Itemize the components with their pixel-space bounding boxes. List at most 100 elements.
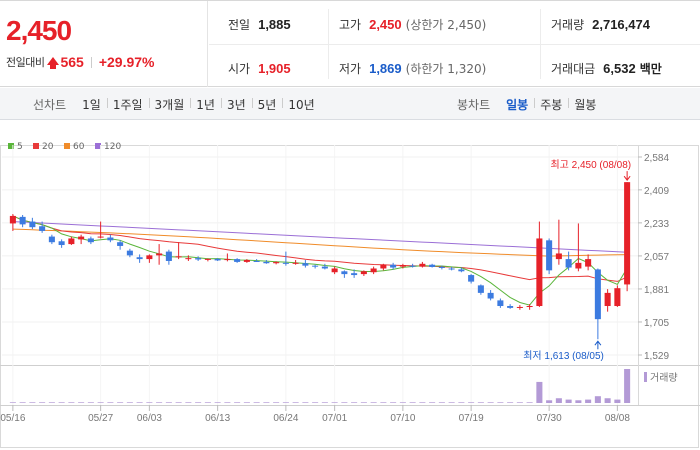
candle-body	[165, 251, 172, 261]
y-tick-label: 2,584	[644, 153, 669, 164]
x-tick-label: 07/19	[459, 413, 484, 424]
candle-body	[468, 275, 475, 282]
candle-body	[497, 300, 504, 307]
chart-frame	[0, 145, 699, 448]
trade-value-value: 6,532	[603, 61, 636, 76]
period-1y[interactable]: 1년	[190, 96, 221, 113]
y-tick-label: 2,233	[644, 219, 669, 230]
candle-body	[516, 306, 523, 308]
volume-bar	[438, 402, 445, 403]
volume-bar	[165, 402, 172, 403]
up-arrow-icon	[47, 57, 60, 69]
candle-body	[195, 258, 202, 260]
x-tick-label: 07/30	[537, 413, 562, 424]
volume-bar	[390, 402, 397, 403]
trade-value: 거래대금 6,532 백만	[551, 60, 662, 77]
current-price: 2,450	[6, 15, 72, 46]
volume-bar	[58, 402, 65, 403]
candle-body	[351, 273, 358, 276]
y-tick-label: 1,705	[644, 318, 669, 329]
candle-body	[243, 260, 250, 262]
volume-label: 거래량	[650, 372, 678, 384]
prev-close-label: 전일	[228, 18, 251, 32]
x-tick-label: 06/24	[273, 413, 298, 424]
divider	[90, 56, 92, 68]
candle-body	[487, 292, 494, 299]
ma5-line	[12, 215, 628, 306]
volume-bar	[321, 402, 328, 403]
volume-bar	[29, 402, 36, 403]
x-tick-label: 07/10	[390, 413, 415, 424]
candle-body	[19, 216, 26, 225]
volume-bar	[243, 402, 250, 403]
candle-monthly[interactable]: 월봉	[568, 96, 602, 113]
volume-bar	[156, 402, 163, 403]
open-price: 시가 1,905	[228, 60, 291, 77]
volume-bar	[19, 402, 26, 403]
volume-bar	[487, 402, 494, 403]
candle-body	[507, 306, 514, 308]
volume-bar	[516, 402, 523, 403]
candle-body	[594, 269, 601, 320]
volume-bar	[292, 402, 299, 403]
candle-daily[interactable]: 일봉	[506, 97, 529, 112]
candle-body	[312, 265, 319, 267]
volume-bar	[282, 402, 289, 403]
candle-weekly[interactable]: 주봉	[534, 96, 568, 113]
candle-body	[438, 266, 445, 268]
legend-swatch	[8, 143, 14, 149]
volume-bar	[507, 402, 514, 403]
high-label: 고가	[339, 18, 362, 32]
volume-bar	[195, 402, 202, 403]
candle-body	[58, 241, 65, 246]
volume-bar	[399, 402, 406, 403]
volume-bar	[477, 402, 484, 403]
volume-bar	[546, 400, 553, 403]
candle-body	[126, 250, 133, 256]
volume-bar	[575, 400, 582, 403]
candle-body	[97, 236, 104, 238]
volume-bar	[497, 402, 504, 403]
legend-swatch	[64, 143, 70, 149]
period-1d[interactable]: 1일	[82, 97, 101, 112]
legend-label: 60	[73, 142, 85, 152]
volume-bar	[555, 398, 562, 403]
candle-body	[536, 238, 543, 307]
volume-bar	[117, 402, 124, 403]
volume-bar	[360, 402, 367, 403]
volume-bar	[468, 402, 475, 403]
period-3m[interactable]: 3개월	[148, 96, 191, 113]
candle-body	[390, 264, 397, 268]
candle-body	[48, 236, 55, 243]
volume-bar	[331, 402, 338, 403]
volume-bar	[624, 369, 631, 403]
high-arrow-icon	[623, 171, 631, 181]
chart-toolbar: 선차트 1일 1주일 3개월 1년 3년 5년 10년 봉차트 일봉 주봉 월봉	[0, 88, 700, 120]
divider	[209, 44, 700, 45]
high-annotation: 최고 2,450 (08/08)	[550, 159, 631, 171]
candle-body	[39, 226, 46, 231]
volume-bar	[234, 402, 241, 403]
candle-body	[68, 238, 75, 245]
volume-bar	[380, 402, 387, 403]
period-10y[interactable]: 10년	[282, 96, 320, 113]
candle-body	[604, 292, 611, 307]
volume-bar	[175, 402, 182, 403]
volume-bar	[526, 402, 533, 403]
volume-bar	[263, 402, 270, 403]
volume-bar	[370, 402, 377, 403]
period-1w[interactable]: 1주일	[106, 96, 149, 113]
candle-body	[575, 262, 582, 269]
trade-value-unit: 백만	[639, 62, 662, 76]
y-tick-label: 2,057	[644, 252, 669, 263]
volume-bar	[146, 402, 153, 403]
volume-bar	[585, 399, 592, 403]
candle-body	[29, 221, 36, 228]
volume-bar	[136, 402, 143, 403]
volume-bar	[78, 402, 85, 403]
prev-close-value: 1,885	[258, 17, 291, 32]
volume-bar	[87, 402, 94, 403]
period-3y[interactable]: 3년	[220, 96, 252, 113]
period-5y[interactable]: 5년	[251, 96, 283, 113]
volume-bar	[48, 402, 55, 403]
